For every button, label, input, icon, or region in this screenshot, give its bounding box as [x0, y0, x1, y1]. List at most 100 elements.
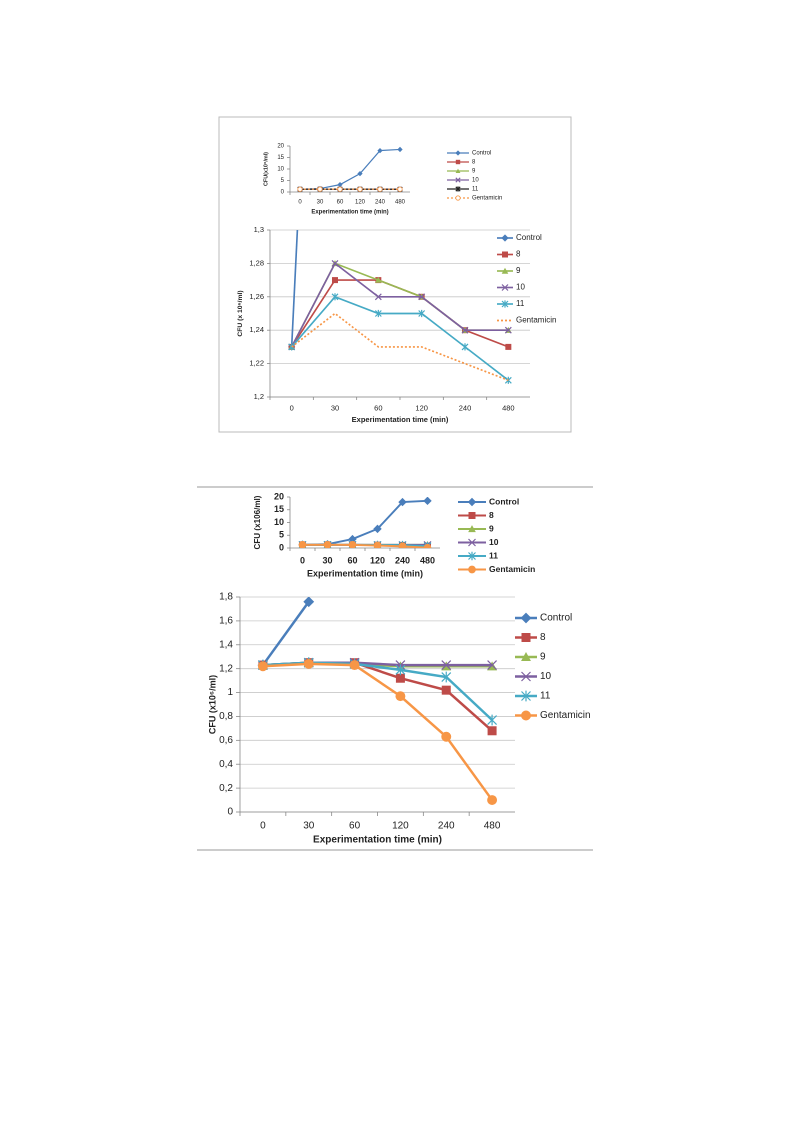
y-tick-label: 1,8 — [219, 592, 233, 603]
x-tick-label: 240 — [438, 821, 455, 832]
x-tick-label: 0 — [260, 821, 266, 832]
legend-label: 10 — [472, 178, 479, 184]
marker — [357, 170, 363, 177]
marker — [375, 276, 382, 283]
legend-label: 11 — [472, 187, 479, 193]
y-tick-label: 0,4 — [219, 759, 233, 770]
legend-label: 10 — [540, 671, 552, 682]
y-tick-label: 10 — [274, 517, 284, 527]
marker — [505, 343, 512, 350]
marker — [461, 326, 469, 334]
series-line — [299, 148, 401, 190]
marker — [331, 293, 339, 301]
marker — [468, 512, 476, 519]
marker — [349, 660, 360, 671]
marker — [487, 726, 497, 736]
y-tick-label: 1,6 — [219, 616, 233, 627]
plot-area — [257, 597, 498, 806]
legend-label: 10 — [516, 283, 525, 292]
legend-label: Gentamicin — [489, 564, 535, 574]
x-tick-label: 30 — [331, 403, 339, 412]
marker — [467, 497, 477, 507]
marker — [468, 551, 476, 561]
x-tick-label: 60 — [349, 821, 361, 832]
series-line — [302, 543, 428, 548]
marker — [487, 660, 498, 671]
marker — [297, 186, 303, 192]
y-tick-label: 1,26 — [249, 292, 264, 301]
marker — [504, 326, 512, 334]
plot-area — [288, 230, 512, 384]
legend-label: 11 — [489, 550, 498, 560]
marker — [461, 343, 469, 351]
series-line — [262, 661, 493, 732]
marker — [337, 182, 343, 188]
marker — [501, 300, 509, 308]
series-line — [290, 230, 299, 347]
y-tick-label: 15 — [277, 155, 284, 161]
legend-label: 9 — [540, 652, 546, 663]
x-axis-label: Experimentation time (min) — [311, 210, 388, 216]
marker — [521, 690, 531, 702]
x-tick-label: 30 — [303, 821, 315, 832]
marker — [468, 565, 476, 574]
marker — [303, 658, 314, 669]
marker — [377, 147, 383, 154]
marker — [377, 186, 383, 192]
legend-label: Gentamicin — [516, 316, 556, 325]
x-tick-label: 480 — [395, 200, 406, 206]
marker — [441, 731, 452, 742]
marker — [468, 525, 476, 533]
plot-area — [298, 497, 432, 548]
marker — [423, 497, 432, 506]
marker — [501, 267, 509, 274]
y-tick-label: 1,28 — [249, 258, 264, 267]
legend-label: 10 — [489, 537, 499, 547]
legend-label: 11 — [516, 299, 525, 308]
marker — [455, 150, 461, 156]
legend-label: 8 — [489, 510, 494, 520]
marker — [502, 251, 508, 258]
marker — [418, 309, 426, 318]
marker — [397, 186, 403, 192]
y-tick-label: 1,2 — [219, 663, 233, 674]
marker — [395, 664, 406, 676]
x-tick-label: 30 — [317, 200, 324, 206]
y-tick-label: 15 — [274, 504, 284, 514]
y-tick-label: 1,2 — [254, 392, 264, 401]
y-tick-label: 0 — [279, 542, 284, 552]
series-line — [291, 312, 509, 382]
y-tick-label: 5 — [281, 178, 285, 184]
legend-label: 11 — [540, 691, 551, 702]
marker — [374, 309, 382, 318]
y-tick-label: 1,4 — [219, 639, 233, 650]
marker — [332, 277, 338, 284]
marker — [331, 259, 339, 267]
marker — [317, 186, 323, 192]
y-axis-label: CFU(x10⁶/ml) — [263, 152, 269, 186]
marker — [348, 541, 357, 548]
marker — [298, 541, 307, 548]
x-tick-label: 0 — [300, 555, 305, 565]
x-tick-label: 0 — [290, 403, 294, 412]
legend-label: Control — [540, 613, 572, 624]
x-tick-label: 120 — [370, 555, 385, 565]
x-tick-label: 480 — [420, 555, 435, 565]
marker — [348, 534, 357, 544]
marker — [487, 795, 498, 806]
y-tick-label: 5 — [279, 530, 284, 540]
y-tick-label: 1,24 — [249, 325, 264, 334]
x-tick-label: 480 — [502, 403, 515, 412]
marker — [521, 710, 531, 721]
marker — [455, 177, 461, 183]
y-tick-label: 1,3 — [254, 225, 264, 234]
series-line — [302, 499, 428, 546]
series-line — [291, 295, 509, 381]
x-axis-label: Experimentation time (min) — [307, 568, 423, 578]
y-tick-label: 0,6 — [219, 735, 233, 746]
x-tick-label: 120 — [415, 403, 428, 412]
y-tick-label: 0 — [227, 807, 233, 818]
legend-label: Gentamicin — [472, 196, 502, 202]
marker — [373, 541, 382, 548]
